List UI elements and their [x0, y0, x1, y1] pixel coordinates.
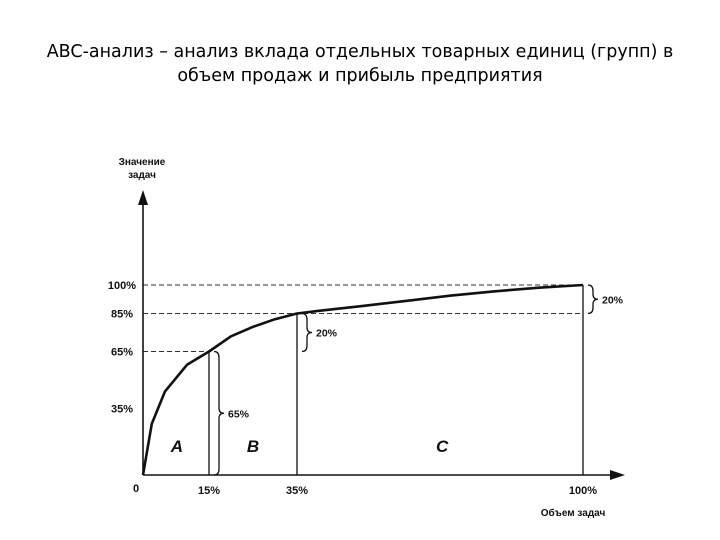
dashed-guides: [143, 284, 583, 352]
y-axis-arrow: [138, 190, 148, 205]
zone-label-B: B: [247, 437, 259, 456]
y-tick-65: 65%: [111, 347, 133, 359]
x-tick-15: 15%: [198, 485, 220, 497]
y-axis-label-line-1: Значение: [119, 157, 166, 168]
braces: 65% 20% 20%: [213, 284, 624, 476]
slide-title-line-2: объем продаж и прибыль предприятия: [177, 66, 543, 86]
brace-label-0: 65%: [228, 408, 250, 420]
x-axis-label: Объем задач: [541, 507, 606, 519]
x-axis-arrow: [610, 470, 625, 480]
zone-label-A: A: [170, 437, 183, 456]
abc-curve: [141, 283, 584, 476]
slide-title-line-1: ABC-анализ – анализ вклада отдельных тов…: [46, 42, 674, 62]
zone-labels: A B C: [170, 437, 449, 456]
brace-label-1: 20%: [316, 328, 338, 340]
y-tick-85: 85%: [111, 309, 133, 321]
chart-labels: Значение задач Объем задач 0: [119, 157, 606, 519]
y-axis-label-line-2: задач: [128, 170, 156, 181]
y-tick-35: 35%: [111, 404, 133, 416]
brace-label-2: 20%: [602, 294, 624, 306]
brace-0: [213, 350, 225, 476]
y-tick-100: 100%: [108, 280, 136, 292]
slide-title: ABC-анализ – анализ вклада отдельных тов…: [20, 40, 700, 88]
zone-label-C: C: [436, 437, 449, 456]
x-tick-35: 35%: [286, 485, 308, 497]
brace-1: [301, 312, 313, 353]
x-tick-100: 100%: [569, 485, 597, 497]
zone-boundaries: [208, 285, 584, 475]
tick-labels: 100% 85% 65% 35% 15% 35% 100%: [108, 280, 597, 497]
origin-label: 0: [133, 483, 139, 495]
axes: [138, 190, 625, 480]
brace-2: [587, 284, 599, 315]
